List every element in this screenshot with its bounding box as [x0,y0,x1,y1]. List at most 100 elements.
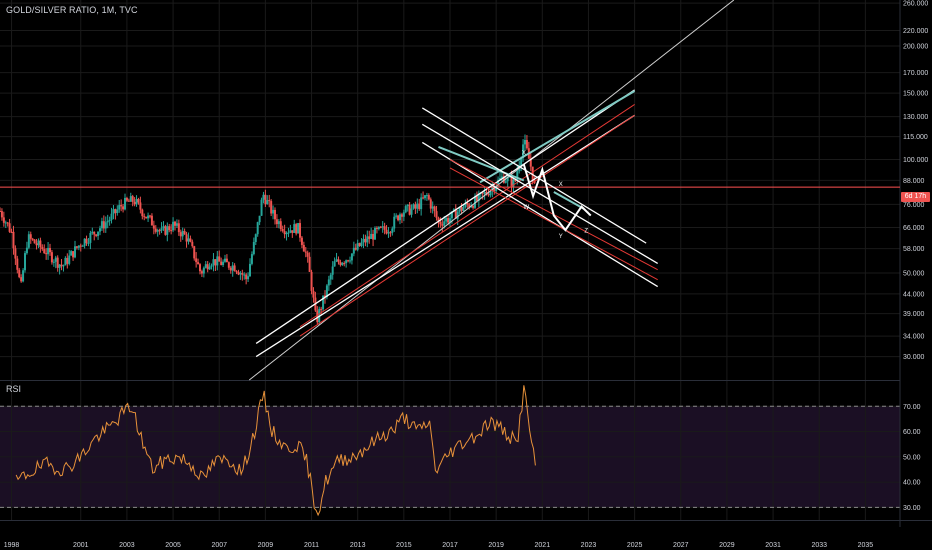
candle-body [420,197,423,210]
y-tick-label: 44.000 [903,291,925,298]
candle-body [150,215,153,226]
y-tick-label: 100.000 [903,157,928,164]
candle-body [200,271,203,274]
candle-body [399,214,401,221]
candle-body [229,267,232,271]
candle-body [418,203,421,210]
y-tick-label: 58.000 [903,246,925,253]
candle-body [320,308,323,310]
candle-body [239,273,242,275]
candle-body [183,231,186,235]
candle-body [304,251,307,253]
candle-body [131,196,134,202]
candle-body [331,266,334,275]
candle-body [0,211,1,213]
candle-body [20,277,23,282]
candle-body [408,204,411,215]
candle-body [383,226,386,230]
candle-body [316,310,319,323]
candle-body [435,211,438,218]
candle-body [231,265,234,271]
wave-label: X [522,151,526,157]
candle-body [77,245,80,248]
wave-label: W [523,205,529,211]
candle-body [493,187,496,192]
candle-body [327,279,330,286]
candle-body [337,259,340,263]
candle-body [529,158,532,167]
candle-body [477,193,480,201]
falling-channel-upper2 [421,123,659,264]
candle-body [333,261,336,267]
candle-body [70,251,73,256]
candle-body [422,197,425,199]
x-tick-label: 1998 [4,542,20,549]
candle-body [424,195,426,199]
candle-body [39,240,42,248]
candle-body [339,262,342,265]
candle-body [514,179,517,181]
y-tick-label: 50.000 [903,270,925,277]
candle-body [81,245,84,247]
candle-body [106,221,109,223]
candle-body [468,204,471,208]
candle-body [524,139,526,145]
candle-body [427,195,430,200]
candle-body [208,266,211,270]
candle-body [137,199,140,203]
candle-body [464,202,467,208]
candle-body [172,221,175,231]
falling-channel-lower [421,141,659,288]
candle-body [60,264,63,267]
rising-channel-mid [299,104,635,328]
x-tick-label: 2023 [581,542,597,549]
candle-body [522,144,525,159]
x-tick-label: 2025 [627,542,643,549]
candle-body [110,213,113,220]
candle-body [497,179,500,187]
candle-body [431,206,434,209]
candle-body [293,224,296,233]
candle-body [93,231,96,235]
candle-body [433,206,436,212]
candle-body [83,238,86,246]
candle-body [118,205,121,210]
candle-body [287,232,290,234]
rsi-label: RSI [6,384,22,394]
rising-channel-upper [255,89,635,345]
y-tick-label: 150.000 [903,91,928,98]
candle-body [68,255,71,264]
candle-body [168,226,171,231]
candle-body [50,252,53,263]
candle-body [145,216,148,219]
candle-body [262,194,265,200]
x-tick-label: 2031 [765,542,781,549]
candle-body [410,208,413,215]
candle-body [285,232,288,235]
candle-body [127,200,130,202]
candle-body [406,204,409,207]
candle-body [481,192,484,194]
candle-body [141,209,144,217]
candle-body [24,253,26,271]
candle-body [531,166,534,181]
candle-body [281,228,284,232]
candle-body [45,253,48,255]
candle-body [402,212,405,217]
candle-body [241,273,244,275]
candle-body [358,243,361,246]
candle-body [385,229,388,234]
rsi-y-tick-label: 70.00 [903,404,921,411]
candle-body [249,263,251,277]
candle-body [2,217,5,223]
candle-body [43,249,46,254]
candle-body [429,199,432,209]
candle-body [450,211,453,219]
candle-body [152,225,155,229]
x-tick-label: 2009 [258,542,274,549]
candle-body [325,285,328,298]
candle-body [414,204,417,209]
candle-body [395,215,398,217]
x-tick-label: 2013 [350,542,366,549]
candle-body [445,218,448,222]
